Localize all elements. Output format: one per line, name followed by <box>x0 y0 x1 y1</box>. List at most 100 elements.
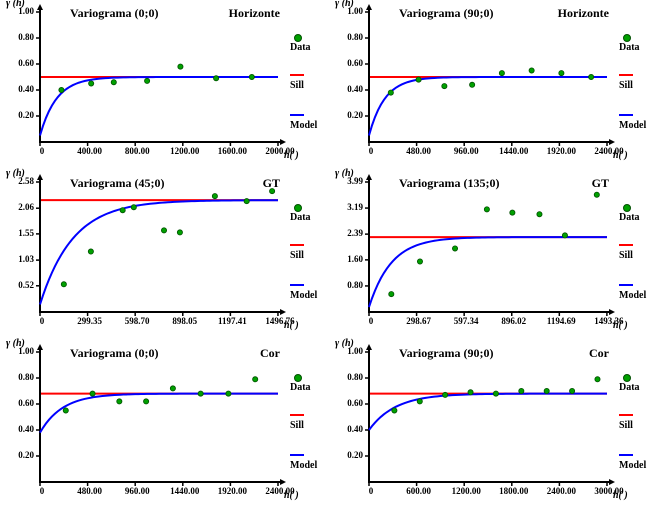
y-tick-label: 1.00 <box>18 6 34 16</box>
y-tick-label: 3.99 <box>347 176 363 186</box>
y-tick-label: 0.80 <box>18 32 34 42</box>
chart-title-right: GT <box>592 176 609 191</box>
legend-data-marker <box>623 34 631 42</box>
chart-title-left: Variograma (135;0) <box>399 176 500 191</box>
x-tick-label: 1600.00 <box>212 146 252 156</box>
x-tick-label: 1440.00 <box>494 146 534 156</box>
legend-label: Data <box>619 382 640 393</box>
chart-title-left: Variograma (45;0) <box>70 176 165 191</box>
legend-model-line <box>290 454 304 456</box>
chart-grid: γ (h)h( )0.200.400.600.801.000400.00800.… <box>0 0 658 510</box>
legend-model-line <box>290 284 304 286</box>
chart-title-left: Variograma (0;0) <box>70 6 159 21</box>
y-tick-label: 0.60 <box>347 58 363 68</box>
x-tick-label: 2000.00 <box>260 146 300 156</box>
x-tick-label: 1197.41 <box>212 316 252 326</box>
legend-label: Model <box>290 120 317 131</box>
y-tick-label: 1.55 <box>18 228 34 238</box>
chart-title-right: Cor <box>260 346 280 361</box>
legend-data-marker <box>294 374 302 382</box>
y-tick-label: 0.80 <box>347 280 363 290</box>
x-tick-label: 480.00 <box>399 146 439 156</box>
x-tick-label: 0 <box>22 316 62 326</box>
x-tick-label: 0 <box>351 146 391 156</box>
legend-label: Model <box>290 290 317 301</box>
y-tick-label: 2.06 <box>18 202 34 212</box>
legend-label: Sill <box>290 250 304 261</box>
y-tick-label: 0.20 <box>347 110 363 120</box>
y-tick-label: 0.20 <box>18 110 34 120</box>
x-tick-label: 480.00 <box>70 486 110 496</box>
x-tick-label: 1200.00 <box>446 486 486 496</box>
plot-svg <box>329 170 658 340</box>
x-tick-label: 400.00 <box>70 146 110 156</box>
x-tick-label: 1800.00 <box>494 486 534 496</box>
plot-svg <box>329 340 658 510</box>
y-tick-label: 0.40 <box>347 84 363 94</box>
x-tick-label: 0 <box>22 146 62 156</box>
panel-5: γ (h)h( )0.200.400.600.801.000600.001200… <box>329 340 658 510</box>
y-tick-label: 1.00 <box>347 346 363 356</box>
x-tick-label: 1493.36 <box>589 316 629 326</box>
panel-0: γ (h)h( )0.200.400.600.801.000400.00800.… <box>0 0 329 170</box>
y-tick-label: 0.20 <box>18 450 34 460</box>
x-tick-label: 0 <box>351 316 391 326</box>
legend-label: Model <box>619 290 646 301</box>
x-tick-label: 1440.00 <box>165 486 205 496</box>
legend-label: Sill <box>619 80 633 91</box>
chart-title-left: Variograma (0;0) <box>70 346 159 361</box>
legend-sill-line <box>290 414 304 416</box>
chart-title-right: Horizonte <box>558 6 609 21</box>
legend-label: Data <box>290 42 311 53</box>
legend-label: Model <box>619 460 646 471</box>
x-tick-label: 800.00 <box>117 146 157 156</box>
panel-1: γ (h)h( )0.200.400.600.801.000480.00960.… <box>329 0 658 170</box>
legend-label: Sill <box>619 250 633 261</box>
y-tick-label: 0.52 <box>18 280 34 290</box>
y-tick-label: 1.00 <box>18 346 34 356</box>
x-tick-label: 600.00 <box>399 486 439 496</box>
legend-label: Model <box>290 460 317 471</box>
legend-label: Model <box>619 120 646 131</box>
legend-model-line <box>619 454 633 456</box>
y-tick-label: 0.40 <box>18 84 34 94</box>
x-tick-label: 1920.00 <box>541 146 581 156</box>
legend-sill-line <box>290 244 304 246</box>
x-tick-label: 960.00 <box>117 486 157 496</box>
x-tick-label: 0 <box>351 486 391 496</box>
y-tick-label: 2.39 <box>347 228 363 238</box>
x-tick-label: 1194.69 <box>541 316 581 326</box>
y-tick-label: 0.60 <box>18 58 34 68</box>
y-tick-label: 0.60 <box>347 398 363 408</box>
x-tick-label: 2400.00 <box>260 486 300 496</box>
y-tick-label: 1.60 <box>347 254 363 264</box>
x-tick-label: 960.00 <box>446 146 486 156</box>
legend-label: Data <box>290 212 311 223</box>
chart-title-right: Cor <box>589 346 609 361</box>
legend-model-line <box>619 284 633 286</box>
legend-label: Data <box>290 382 311 393</box>
legend-label: Data <box>619 212 640 223</box>
x-tick-label: 2400.00 <box>589 146 629 156</box>
legend-label: Sill <box>290 420 304 431</box>
y-tick-label: 3.19 <box>347 202 363 212</box>
x-tick-label: 896.02 <box>494 316 534 326</box>
panel-4: γ (h)h( )0.200.400.600.801.000480.00960.… <box>0 340 329 510</box>
y-tick-label: 1.00 <box>347 6 363 16</box>
chart-title-right: GT <box>263 176 280 191</box>
legend-sill-line <box>290 74 304 76</box>
x-tick-label: 1920.00 <box>212 486 252 496</box>
plot-svg <box>329 0 658 170</box>
x-tick-label: 598.70 <box>117 316 157 326</box>
y-tick-label: 0.60 <box>18 398 34 408</box>
legend-sill-line <box>619 74 633 76</box>
x-tick-label: 2400.00 <box>541 486 581 496</box>
plot-svg <box>0 0 329 170</box>
y-tick-label: 0.80 <box>347 372 363 382</box>
panel-2: γ (h)h( )0.521.031.552.062.580299.35598.… <box>0 170 329 340</box>
legend-sill-line <box>619 244 633 246</box>
x-tick-label: 0 <box>22 486 62 496</box>
y-tick-label: 0.20 <box>347 450 363 460</box>
legend-data-marker <box>294 204 302 212</box>
plot-svg <box>0 170 329 340</box>
